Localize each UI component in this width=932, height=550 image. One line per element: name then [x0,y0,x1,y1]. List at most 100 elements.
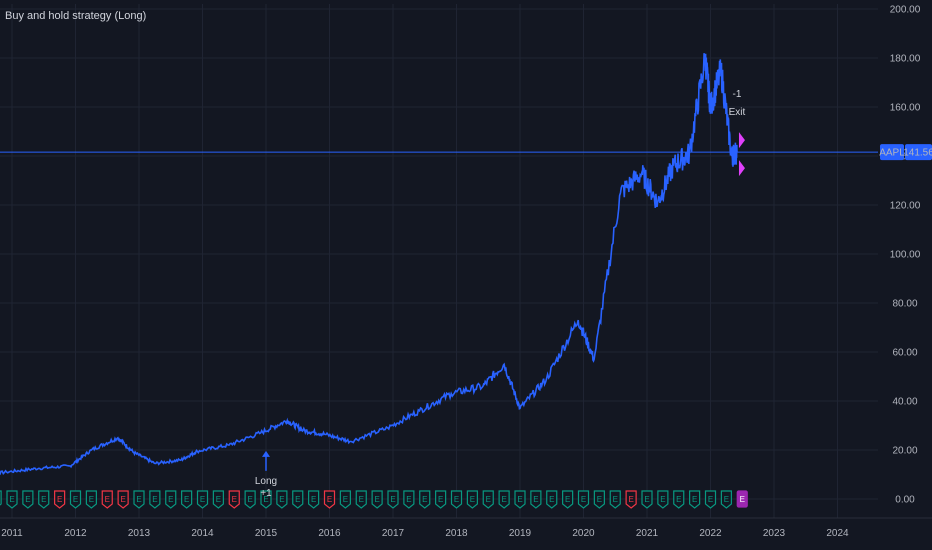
price-value-text: 141.56 [903,148,932,159]
earnings-flag-icon[interactable]: E [355,490,367,509]
earnings-flag-icon[interactable]: E [244,490,256,509]
earnings-flag-icon[interactable]: E [181,490,193,509]
earnings-flag-label: E [628,495,633,504]
earnings-flag-icon[interactable]: E [0,490,2,508]
exit-label: Exit [729,107,746,118]
earnings-flag-icon[interactable]: E [228,490,240,509]
earnings-flag-icon[interactable]: E [435,490,447,509]
earnings-flag-icon[interactable]: E [736,490,748,508]
x-tick-label: 2022 [699,528,722,539]
x-tick-label: 2014 [191,528,214,539]
trade-annotations: Long +1 -1 Exit [255,89,746,499]
earnings-flag-label: E [454,495,459,504]
x-tick-label: 2021 [636,528,659,539]
earnings-flag-label: E [200,495,205,504]
x-tick-label: 2011 [1,528,23,539]
earnings-flag-icon[interactable]: E [260,490,272,509]
earnings-flag-icon[interactable]: E [657,490,669,509]
earnings-flag-icon[interactable]: E [323,490,336,509]
earnings-flag-label: E [279,495,284,504]
exit-marker-icon [738,160,745,177]
x-tick-label: 2013 [128,528,151,539]
entry-quantity: +1 [260,488,272,499]
earnings-flag-label: E [359,495,364,504]
y-tick-label: 120.00 [890,201,921,212]
price-series-line [0,53,738,476]
earnings-flag-label: E [708,495,713,504]
earnings-flag-icon[interactable]: E [466,490,478,509]
earnings-flag-icon[interactable]: E [308,490,320,509]
strategy-title[interactable]: Buy and hold strategy (Long) [5,10,147,22]
earnings-flag-icon[interactable]: E [403,490,415,509]
y-tick-label: 60.00 [892,348,917,359]
earnings-flag-icon[interactable]: E [704,490,717,509]
earnings-flag-label: E [613,495,618,504]
entry-arrow-head [262,450,270,457]
earnings-flag-label: E [581,495,586,504]
earnings-flag-label: E [374,495,379,504]
earnings-flag-label: E [470,495,475,504]
price-value-tag [905,144,932,161]
earnings-flag-icon[interactable]: E [498,490,510,509]
earnings-flag-icon[interactable]: E [133,490,145,509]
earnings-flag-icon[interactable]: E [625,490,637,509]
earnings-flag-label: E [438,495,443,504]
earnings-flag-icon[interactable]: E [212,490,224,509]
earnings-flag-icon[interactable]: E [276,490,288,509]
earnings-flag-label: E [57,495,62,504]
x-tick-label: 2012 [64,528,87,539]
earnings-flag-label: E [327,495,332,504]
y-tick-label: 0.00 [895,495,915,506]
earnings-flag-icon[interactable]: E [54,490,66,509]
earnings-flag-label: E [644,495,649,504]
y-axis[interactable]: 0.0020.0040.0060.0080.00100.00120.00140.… [890,5,921,506]
earnings-flag-icon[interactable]: E [720,490,732,509]
exit-quantity: -1 [733,89,742,100]
chart-grid [0,4,878,518]
earnings-flag-icon[interactable]: E [339,490,351,509]
earnings-flag-icon[interactable]: E [165,490,177,509]
earnings-flag-icon[interactable]: E [387,490,399,509]
x-axis[interactable]: 2011 2012 2013 2014 2015 2016 2017 2018 2019 2020… [0,517,932,539]
earnings-flag-icon[interactable]: E [609,490,621,509]
y-tick-label: 100.00 [890,250,921,261]
earnings-flag-label: E [120,495,125,504]
earnings-flag-icon[interactable]: E [85,490,97,509]
earnings-flag-icon[interactable]: E [546,490,558,509]
earnings-flag-icon[interactable]: E [689,490,701,509]
exit-marker-icon [738,132,745,149]
earnings-flag-icon[interactable]: E [101,490,113,509]
earnings-flag-label: E [89,495,94,504]
earnings-flag-icon[interactable]: E [371,490,383,509]
earnings-flag-icon[interactable]: E [196,490,209,509]
earnings-flag-icon[interactable]: E [577,490,590,509]
earnings-flag-label: E [501,495,506,504]
earnings-flag-icon[interactable]: E [6,490,18,509]
earnings-flag-label: E [565,495,570,504]
earnings-flag-icon[interactable]: E [593,490,605,509]
earnings-flag-icon[interactable]: E [514,490,526,509]
earnings-flag-icon[interactable]: E [419,490,431,509]
earnings-flag-icon[interactable]: E [38,490,50,509]
earnings-flag-icon[interactable]: E [69,490,82,509]
earnings-flag-icon[interactable]: E [450,490,463,509]
earnings-flag-label: E [406,495,411,504]
earnings-flag-icon[interactable]: E [673,490,685,509]
earnings-flag-label: E [295,495,300,504]
earnings-flag-icon[interactable]: E [562,490,574,509]
earnings-flag-label: E [25,495,30,504]
y-tick-label: 40.00 [892,397,917,408]
earnings-flag-label: E [168,495,173,504]
earnings-flag-icon[interactable]: E [292,490,304,509]
earnings-flag-icon[interactable]: E [482,490,494,509]
x-tick-label: 2018 [445,528,468,539]
earnings-flag-icon[interactable]: E [641,490,653,509]
earnings-flag-icon[interactable]: E [530,490,542,509]
symbol-tag-text: AAPL [879,148,905,159]
earnings-flag-icon[interactable]: E [22,490,34,509]
earnings-flag-icon[interactable]: E [117,490,129,509]
earnings-flag-label: E [724,495,729,504]
earnings-flag-icon[interactable]: E [149,490,161,509]
